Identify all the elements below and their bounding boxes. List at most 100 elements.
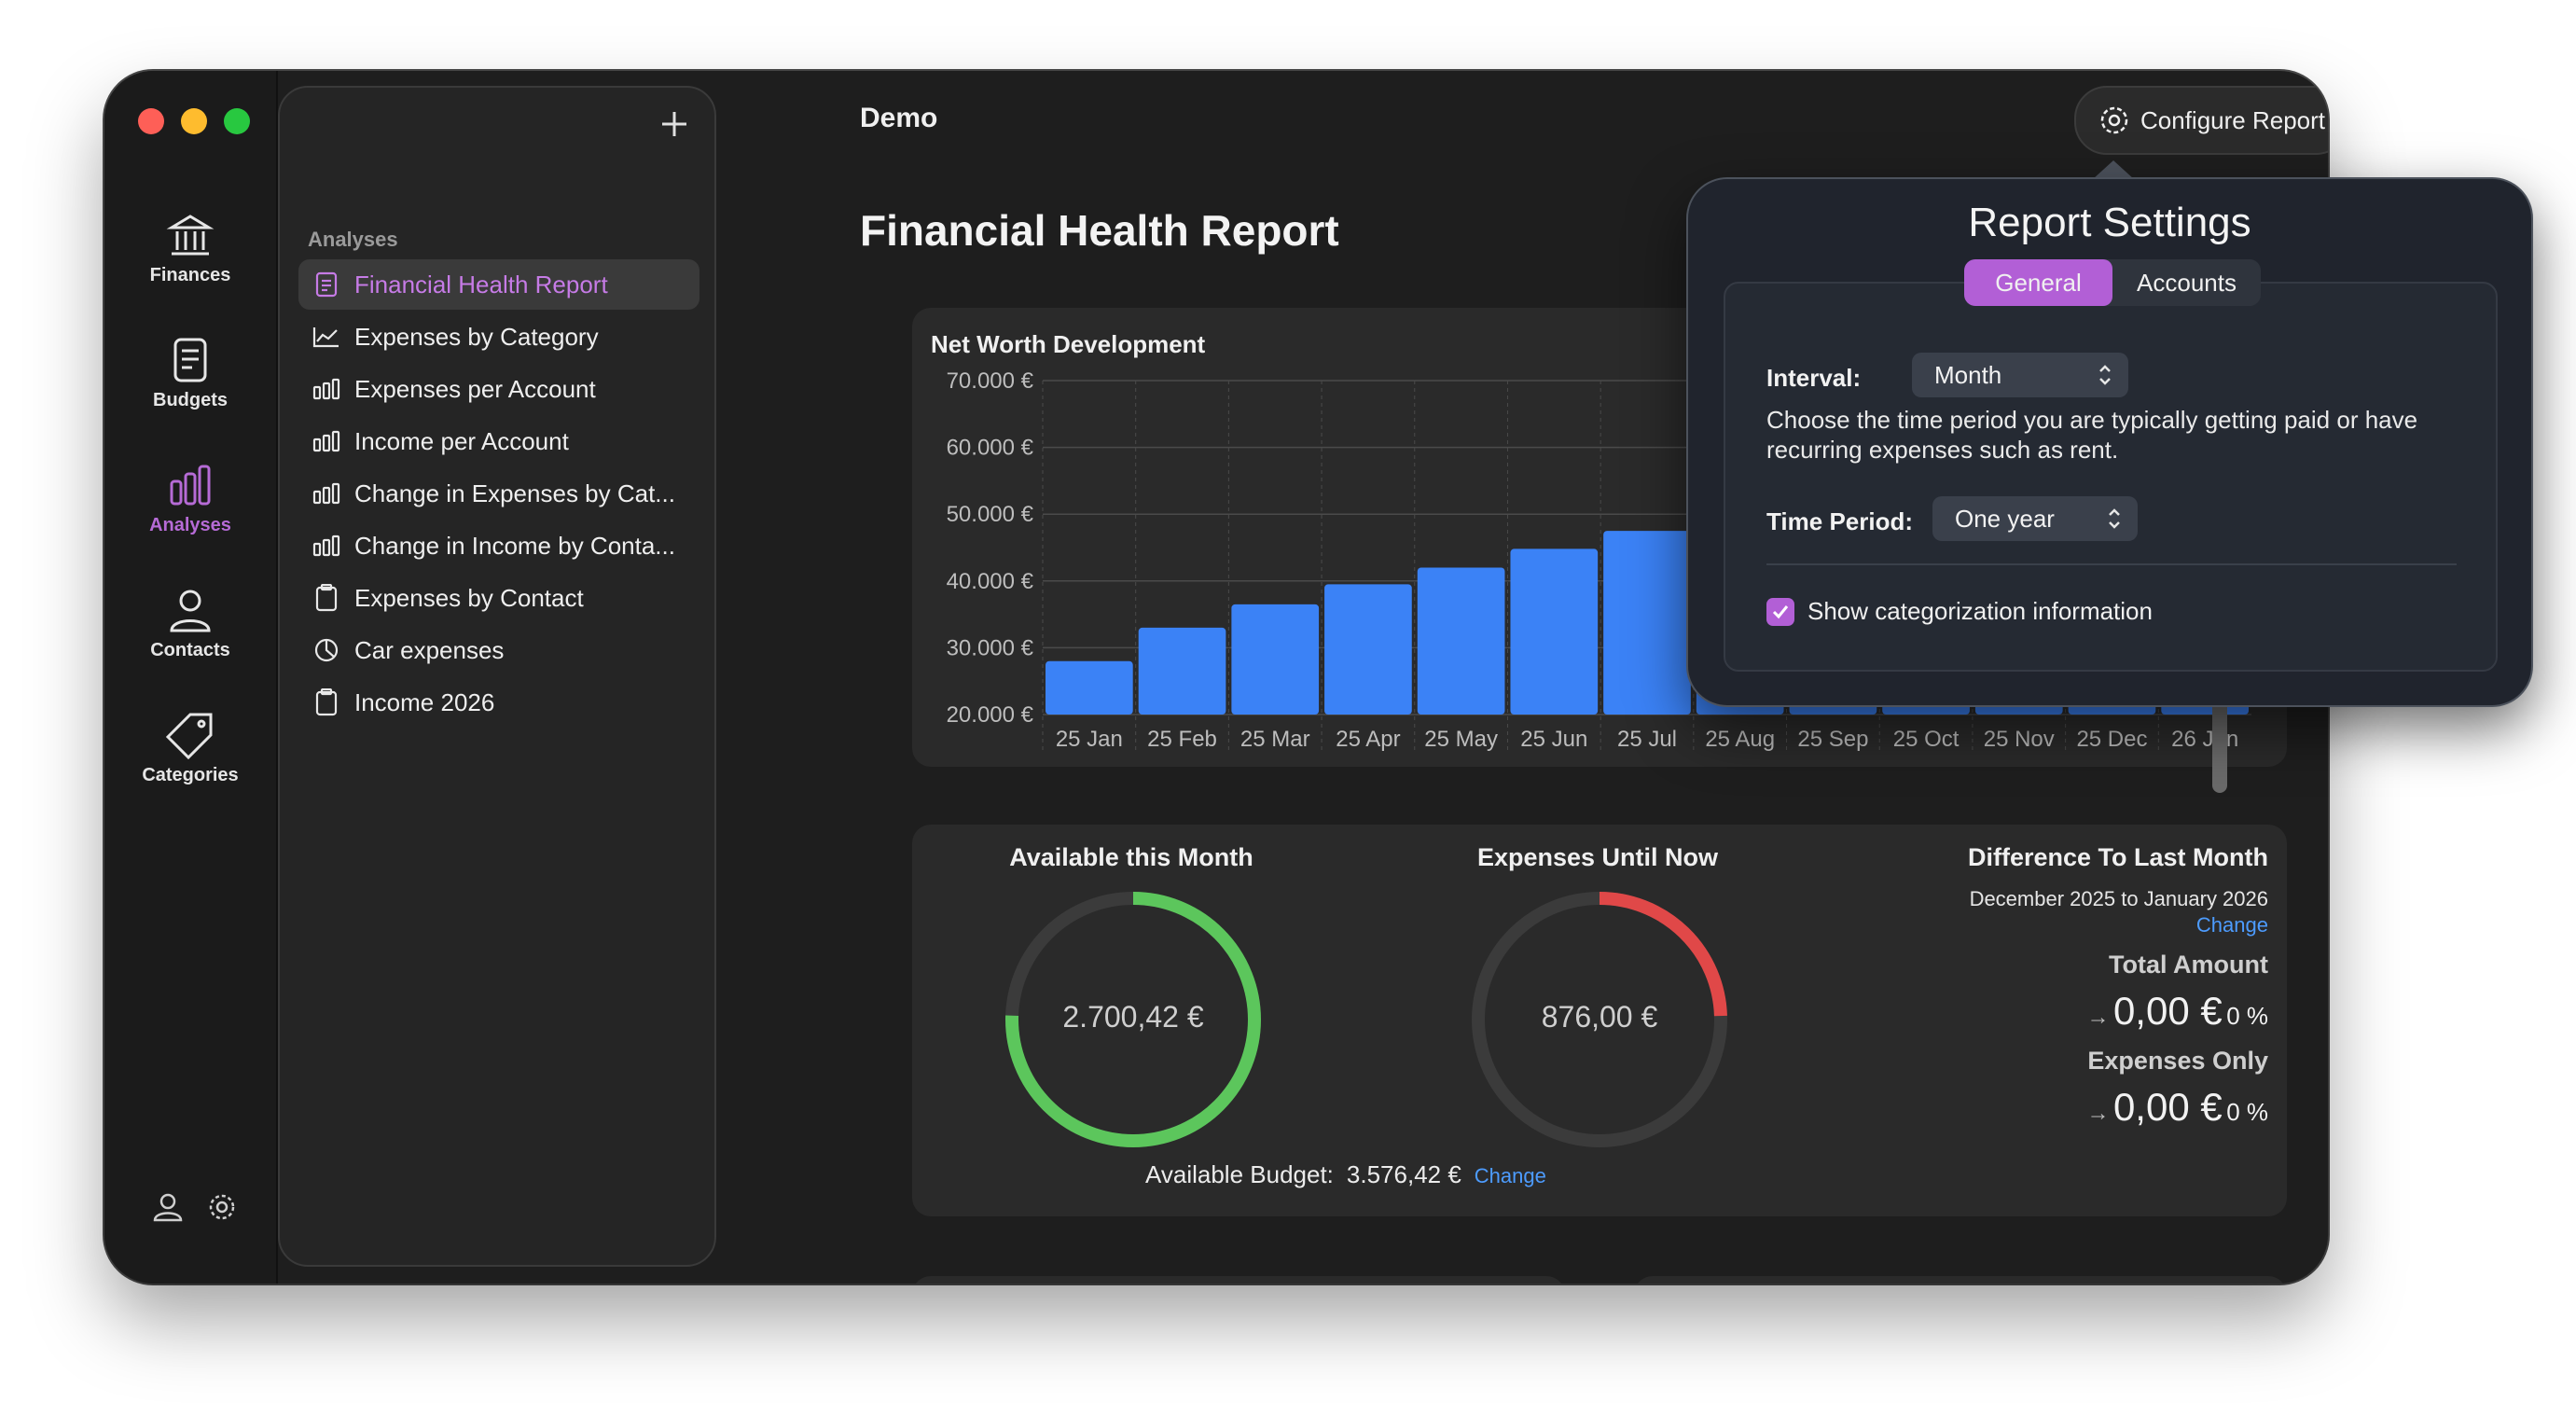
available-title: Available this Month (1009, 843, 1253, 871)
clipboard-icon (315, 688, 338, 716)
y-tick-label: 50.000 € (947, 502, 1034, 527)
net-worth-bar[interactable] (1603, 531, 1691, 715)
sidebar-item-financial-health-report[interactable]: Financial Health Report (298, 259, 699, 310)
x-tick-label: 25 Aug (1705, 727, 1775, 752)
zoom-window-button[interactable] (224, 108, 250, 134)
net-worth-bar[interactable] (1138, 627, 1226, 715)
change-range-link[interactable]: Change (2195, 913, 2268, 937)
bank-icon (166, 215, 215, 256)
page-title: Financial Health Report (860, 206, 1339, 255)
configure-report-button[interactable]: Configure Report (2074, 86, 2328, 155)
time-period-select[interactable]: One year (1932, 496, 2138, 541)
rail-item-analyses[interactable]: Analyses (104, 461, 276, 536)
net-worth-title: Net Worth Development (931, 330, 1206, 358)
available-gauge (1005, 892, 1261, 1147)
rail-item-budgets[interactable]: Budgets (104, 336, 276, 411)
x-tick-label: 25 Jan (1056, 727, 1123, 752)
sidebar-item-label: Income 2026 (354, 687, 495, 716)
navigation-rail: Finances Budgets Analyses Contacts (104, 71, 278, 1284)
net-worth-bar[interactable] (1510, 548, 1599, 715)
checkbox-label: Show categorization information (1807, 597, 2153, 625)
net-worth-bar[interactable] (1417, 567, 1505, 715)
bar-chart-icon (312, 378, 340, 400)
interval-value: Month (1934, 360, 2002, 389)
total-amount-row: → 0,00 € 0 % (1802, 989, 2269, 1034)
x-tick-label: 25 Jun (1520, 727, 1587, 752)
sidebar-item-expenses-by-category[interactable]: Expenses by Category (298, 312, 699, 362)
report-icon (315, 271, 338, 298)
expenses-value: 876,00 € (1541, 1000, 1658, 1034)
arrow-right-icon: → (2086, 1101, 2110, 1126)
x-tick-label: 25 Nov (1984, 727, 2055, 752)
sidebar-item-expenses-by-contact[interactable]: Expenses by Contact (298, 573, 699, 623)
total-amount-value: 0,00 € (2112, 989, 2223, 1033)
account-icon[interactable] (151, 1190, 185, 1224)
net-worth-bar[interactable] (1046, 660, 1133, 715)
x-tick-label: 25 Feb (1147, 727, 1217, 752)
section-title: Analyses (308, 228, 398, 251)
settings-panel: Interval: Month Choose the time period y… (1724, 282, 2498, 672)
rail-item-contacts[interactable]: Contacts (104, 586, 276, 661)
window-title: Demo (860, 103, 938, 133)
interval-select[interactable]: Month (1912, 353, 2128, 397)
next-card-right (1634, 1276, 2287, 1284)
rail-label: Finances (149, 265, 231, 285)
gauge-fill (1005, 892, 1261, 1147)
sidebar-item-income-per-account[interactable]: Income per Account (298, 416, 699, 466)
expenses-gauge (1472, 892, 1727, 1147)
pie-icon (314, 638, 339, 662)
bar-chart-icon (312, 534, 340, 557)
analyses-sidebar: Analyses Financial Health Report Expense… (278, 86, 716, 1267)
x-tick-label: 25 May (1424, 727, 1498, 752)
x-tick-label: 25 Oct (1893, 727, 1960, 752)
sidebar-item-car-expenses[interactable]: Car expenses (298, 625, 699, 675)
tab-general[interactable]: General (1964, 259, 2112, 306)
time-period-label: Time Period: (1766, 507, 1914, 535)
minimize-window-button[interactable] (181, 108, 207, 134)
y-tick-label: 60.000 € (947, 436, 1034, 461)
sidebar-item-change-in-expenses[interactable]: Change in Expenses by Cat... (298, 468, 699, 519)
x-tick-label: 25 Sep (1797, 727, 1868, 752)
sidebar-item-label: Change in Expenses by Cat... (354, 479, 675, 507)
gauge-fill (1472, 892, 1727, 1147)
x-tick-label: 25 Mar (1240, 727, 1310, 752)
line-chart-icon (312, 327, 339, 348)
sidebar-item-expenses-per-account[interactable]: Expenses per Account (298, 364, 699, 414)
bar-chart-icon (170, 465, 211, 506)
settings-gear-icon[interactable] (205, 1190, 239, 1224)
expenses-only-label: Expenses Only (2087, 1047, 2268, 1075)
x-tick-label: 25 Apr (1336, 727, 1400, 752)
time-period-value: One year (1955, 504, 2055, 533)
rail-label: Categories (142, 765, 239, 785)
report-settings-popover: Report Settings Interval: Month Choose t… (1686, 177, 2533, 707)
categorization-checkbox-row[interactable]: Show categorization information (1766, 597, 2153, 626)
sidebar-item-income-2026[interactable]: Income 2026 (298, 677, 699, 728)
total-amount-pct: 0 % (2226, 1002, 2268, 1030)
sidebar-item-label: Expenses by Contact (354, 583, 584, 612)
net-worth-bar[interactable] (1324, 584, 1412, 715)
expenses-only-pct: 0 % (2226, 1098, 2268, 1126)
bar-chart-icon (312, 430, 340, 452)
sidebar-item-label: Financial Health Report (354, 270, 608, 298)
sidebar-item-label: Expenses by Category (354, 322, 599, 351)
divider (1766, 563, 2457, 565)
person-icon (170, 590, 211, 632)
rail-item-finances[interactable]: Finances (104, 211, 276, 286)
sidebar-item-label: Expenses per Account (354, 374, 596, 403)
checkmark-icon (1772, 604, 1789, 618)
expenses-title: Expenses Until Now (1476, 843, 1719, 871)
y-tick-label: 40.000 € (947, 569, 1034, 594)
sidebar-item-change-in-income[interactable]: Change in Income by Conta... (298, 521, 699, 571)
sidebar-item-label: Income per Account (354, 426, 569, 455)
clipboard-icon (315, 584, 338, 612)
tab-accounts[interactable]: Accounts (2137, 268, 2237, 297)
rail-item-categories[interactable]: Categories (104, 711, 276, 786)
add-icon[interactable] (658, 108, 690, 140)
popover-arrow (2093, 160, 2134, 179)
close-window-button[interactable] (138, 108, 164, 134)
checkbox[interactable] (1766, 597, 1794, 626)
y-tick-label: 20.000 € (947, 702, 1034, 728)
net-worth-bar[interactable] (1231, 604, 1320, 715)
x-tick-label: 26 Jan (2171, 727, 2238, 752)
change-budget-link[interactable]: Change (1474, 1164, 1546, 1187)
